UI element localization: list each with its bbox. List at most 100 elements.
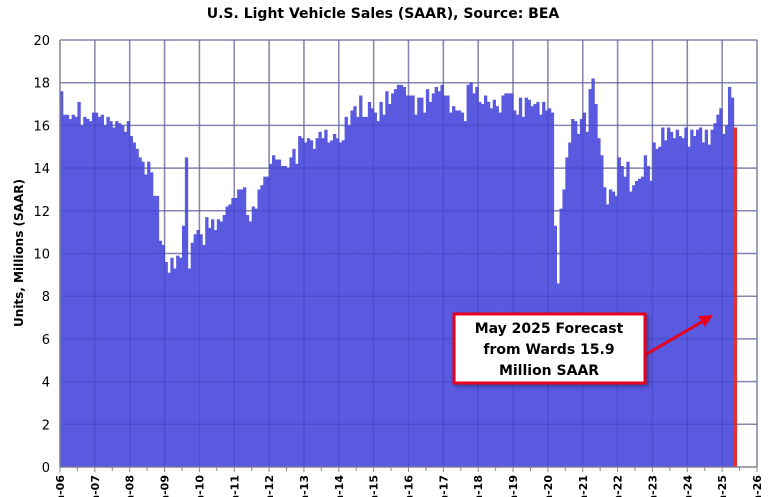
bar <box>510 93 514 467</box>
bar <box>228 204 232 467</box>
x-tick-label: Jan-21 <box>577 475 590 497</box>
y-tick-label: 4 <box>42 376 50 391</box>
bar <box>646 165 650 467</box>
bar <box>240 189 244 467</box>
bar <box>376 121 380 467</box>
axes <box>59 40 758 472</box>
bar <box>486 101 491 467</box>
bar <box>219 221 224 467</box>
bar <box>62 114 67 467</box>
bar <box>289 157 293 468</box>
bar <box>492 99 497 467</box>
bar <box>722 133 726 467</box>
bar <box>405 95 409 467</box>
x-tick-labels: Jan-06 Jan-07 Jan-08 Jan-09 Jan-10 Jan-11 Jan-… <box>54 475 764 497</box>
bar <box>678 136 682 467</box>
bar <box>341 140 346 467</box>
bar <box>298 136 302 467</box>
bar <box>469 82 473 467</box>
y-tick-label: 20 <box>33 34 50 49</box>
bar <box>367 101 372 467</box>
bar <box>710 129 714 468</box>
bar <box>152 195 157 468</box>
bar <box>423 112 427 467</box>
bar <box>115 121 119 467</box>
bar <box>147 161 151 467</box>
bar <box>184 157 189 468</box>
bar <box>431 93 436 467</box>
bar <box>617 157 621 468</box>
bar <box>414 114 418 467</box>
x-tick-label: Jan-24 <box>681 475 694 497</box>
bar <box>173 268 177 467</box>
bar <box>327 142 331 468</box>
bar <box>347 125 351 468</box>
bar <box>155 195 160 468</box>
bar <box>472 93 476 467</box>
y-tick-label: 14 <box>33 162 50 177</box>
y-tick-label: 10 <box>33 248 50 263</box>
bar <box>385 91 389 468</box>
bar <box>141 161 145 467</box>
bar <box>690 129 694 468</box>
annotation-line-3: Million SAAR <box>499 363 599 379</box>
bar <box>434 86 438 467</box>
bar <box>672 138 677 467</box>
bar <box>550 112 555 467</box>
bar <box>669 131 674 467</box>
x-tick-label: Jan-09 <box>159 475 172 497</box>
bar <box>402 86 406 467</box>
bar <box>179 257 183 467</box>
bar <box>420 97 424 468</box>
bar <box>513 110 517 467</box>
bar <box>231 197 235 468</box>
annotation-arrow-line <box>644 318 706 357</box>
bar <box>338 142 343 468</box>
y-tick-label: 0 <box>42 461 50 476</box>
bar <box>437 91 441 468</box>
bar <box>463 121 467 467</box>
bar <box>187 268 192 467</box>
bar <box>501 95 505 467</box>
x-tick-label: Jan-14 <box>333 475 346 497</box>
bar <box>260 185 264 467</box>
bar <box>478 101 482 467</box>
bar <box>315 138 319 467</box>
bar <box>719 108 723 467</box>
y-axis-label: Units, Millions (SAAR) <box>12 179 26 327</box>
bar <box>498 112 502 467</box>
bar <box>164 262 168 467</box>
bar <box>237 189 241 467</box>
bar <box>170 257 174 467</box>
x-tick-label: Jan-06 <box>54 475 67 497</box>
bar <box>94 112 99 467</box>
x-tick-label: Jan-15 <box>368 475 381 497</box>
bar <box>521 116 526 468</box>
annotation-line-1: May 2025 Forecast <box>475 321 624 337</box>
bar <box>306 138 311 467</box>
bar <box>77 101 81 467</box>
bar <box>542 101 546 467</box>
bar <box>71 114 75 467</box>
y-tick-label: 6 <box>42 333 50 348</box>
bar <box>83 116 87 468</box>
bar <box>257 189 261 467</box>
bar <box>466 84 470 468</box>
bar <box>176 255 180 467</box>
bar <box>272 155 276 468</box>
bar <box>681 138 685 467</box>
bar <box>350 110 354 467</box>
bar <box>199 234 203 467</box>
bar <box>138 157 142 468</box>
bar <box>324 129 328 468</box>
bar <box>684 127 688 467</box>
bar <box>664 140 668 467</box>
bar <box>399 84 404 468</box>
bar <box>393 89 398 467</box>
x-tick-label: Jan-19 <box>507 475 520 497</box>
bar <box>144 174 148 467</box>
bar <box>582 112 587 467</box>
bar <box>594 104 598 468</box>
bar <box>547 108 552 467</box>
bar <box>379 101 383 467</box>
